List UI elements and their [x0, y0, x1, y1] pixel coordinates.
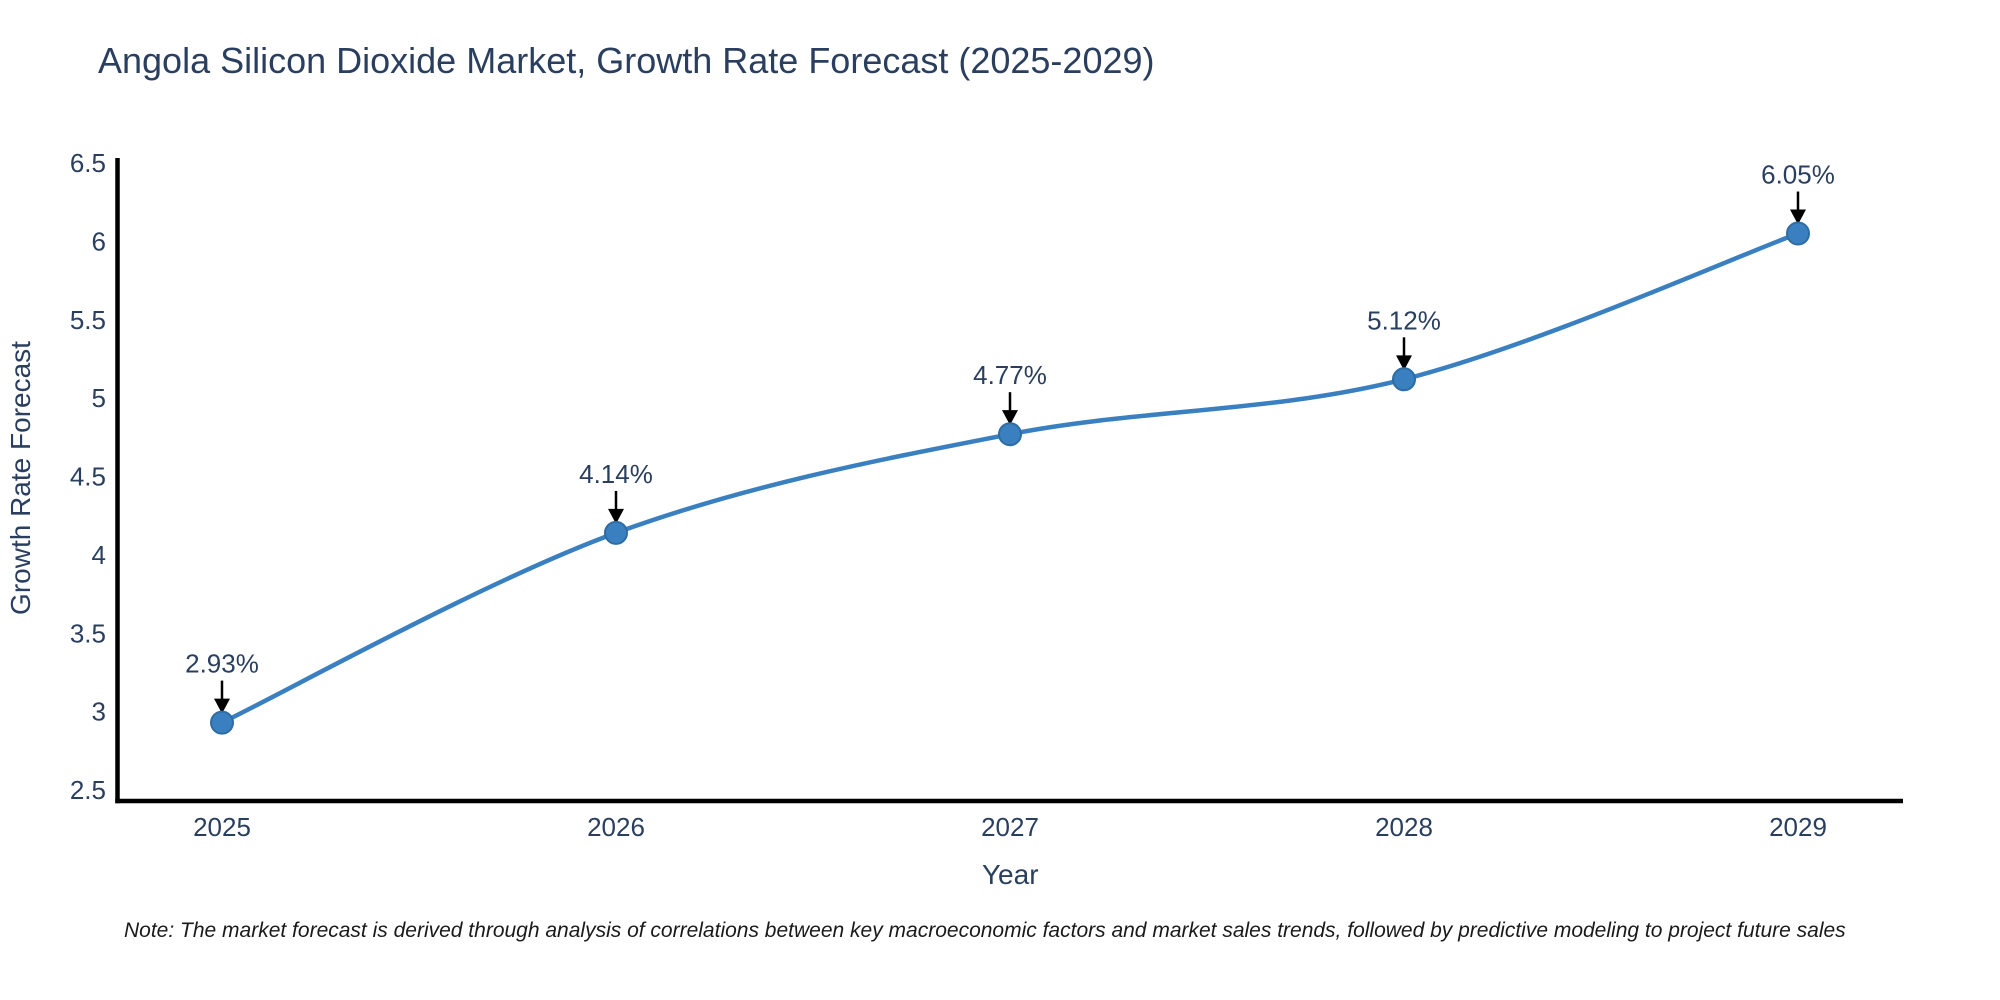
y-tick-label: 5.5 [70, 305, 106, 335]
x-tick-label: 2029 [1769, 812, 1827, 842]
data-point-marker [210, 710, 234, 735]
data-point-label: 4.14% [579, 459, 653, 489]
x-tick-label: 2027 [981, 812, 1039, 842]
chart-title: Angola Silicon Dioxide Market, Growth Ra… [98, 40, 1155, 81]
data-point-marker [1392, 367, 1416, 392]
annotation-arrowhead [608, 508, 624, 524]
annotation-arrowhead [1790, 209, 1806, 225]
y-tick-label: 4 [92, 540, 106, 570]
annotation-arrowhead [1396, 355, 1412, 371]
y-tick-label: 5 [92, 383, 106, 413]
data-point-label: 5.12% [1367, 305, 1441, 335]
y-tick-label: 4.5 [70, 462, 106, 492]
footnote-text: Note: The market forecast is derived thr… [124, 919, 1846, 942]
x-tick-label: 2028 [1375, 812, 1433, 842]
data-point-marker [1786, 221, 1810, 246]
y-tick-label: 2.5 [70, 775, 106, 805]
data-point-marker [604, 520, 628, 545]
y-tick-label: 3 [92, 697, 106, 727]
y-tick-label: 6.5 [70, 148, 106, 178]
y-tick-label: 3.5 [70, 618, 106, 648]
annotation-arrowhead [1002, 410, 1018, 426]
x-axis-title: Year [982, 859, 1039, 890]
y-tick-label: 6 [92, 226, 106, 256]
y-axis-title: Growth Rate Forecast [5, 341, 36, 615]
data-point-label: 6.05% [1761, 160, 1835, 190]
data-point-label: 4.77% [973, 360, 1047, 390]
data-point-label: 2.93% [185, 649, 259, 679]
data-point-marker [998, 422, 1022, 447]
x-tick-label: 2026 [587, 812, 645, 842]
series-line [221, 231, 1799, 725]
x-tick-label: 2025 [193, 812, 251, 842]
annotation-arrowhead [214, 698, 230, 714]
